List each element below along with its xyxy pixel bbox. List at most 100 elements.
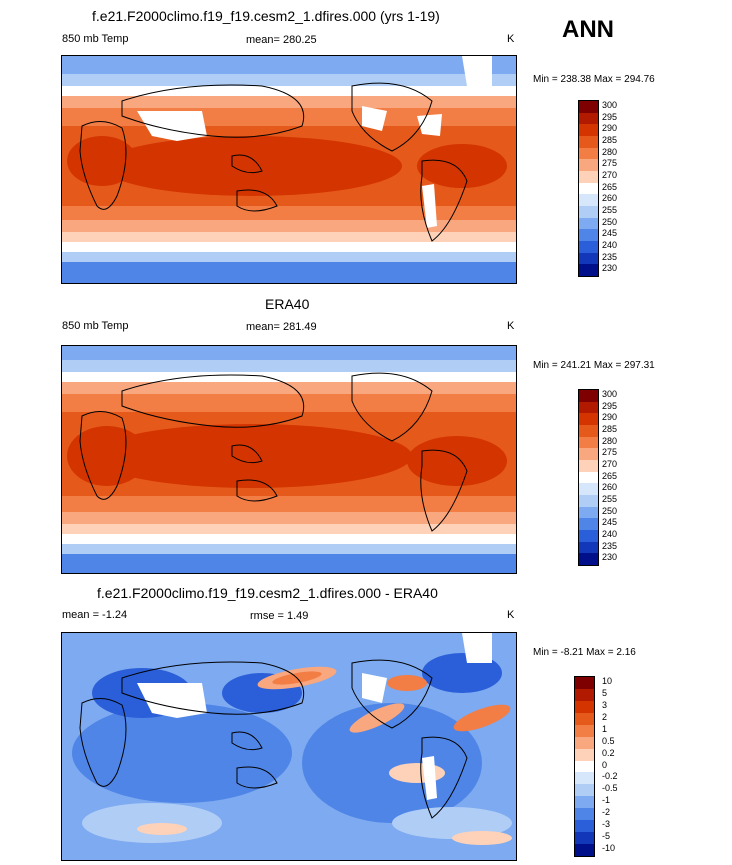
colorbar-swatch xyxy=(575,760,594,773)
panel-units-label: K xyxy=(507,320,515,332)
colorbar-tick-label: 245 xyxy=(602,228,618,239)
colorbar-swatch xyxy=(575,688,594,701)
colorbar-swatch xyxy=(579,436,598,449)
colorbar-tick-label: 235 xyxy=(602,251,618,262)
colorbar-swatch xyxy=(575,748,594,761)
colorbar-tick-label: -1 xyxy=(602,795,611,806)
colorbar-diff-scale xyxy=(574,676,595,857)
panel-units-label: K xyxy=(507,33,515,45)
colorbar-swatch xyxy=(575,796,594,809)
colorbar-tick-label: 0.2 xyxy=(602,747,615,758)
colorbar-tick-label: 230 xyxy=(602,552,618,563)
colorbar-tick-label: 265 xyxy=(602,470,618,481)
panel-mean-label: mean= 280.25 xyxy=(246,34,317,46)
colorbar-swatch xyxy=(579,448,598,461)
colorbar-tick-label: -3 xyxy=(602,819,611,830)
colorbar-swatch xyxy=(579,425,598,437)
colorbar-swatch xyxy=(579,147,598,160)
colorbar-swatch xyxy=(579,401,598,414)
colorbar-swatch xyxy=(579,483,598,496)
colorbar-tick-label: 285 xyxy=(602,134,618,145)
colorbar-swatch xyxy=(579,460,598,472)
panel-title-model: f.e21.F2000climo.f19_f19.cesm2_1.dfires.… xyxy=(92,8,440,24)
colorbar-tick-label: 290 xyxy=(602,123,618,134)
colorbar-tick-label: 285 xyxy=(602,423,618,434)
panel-variable-label: 850 mb Temp xyxy=(62,33,129,45)
colorbar-tick-label: -2 xyxy=(602,807,611,818)
colorbar-tick-label: 270 xyxy=(602,458,618,469)
colorbar-swatch xyxy=(579,206,598,218)
colorbar-swatch xyxy=(575,724,594,737)
panel-title-obs: ERA40 xyxy=(265,296,310,312)
colorbar-tick-label: 255 xyxy=(602,204,618,215)
colorbar-model-scale xyxy=(578,100,599,277)
colorbar-tick-label: 275 xyxy=(602,447,618,458)
colorbar-tick-label: 2 xyxy=(602,711,608,722)
colorbar-swatch xyxy=(575,820,594,833)
colorbar-swatch xyxy=(579,241,598,253)
colorbar-swatch xyxy=(579,194,598,207)
colorbar-swatch xyxy=(575,784,594,797)
colorbar-swatch xyxy=(579,518,598,531)
colorbar-swatch xyxy=(579,124,598,137)
panel-variable-label: 850 mb Temp xyxy=(62,320,129,332)
colorbar-tick-label: 275 xyxy=(602,158,618,169)
map-diff xyxy=(61,632,517,861)
colorbar-tick-label: 260 xyxy=(602,482,618,493)
colorbar-tick-label: 230 xyxy=(602,263,618,274)
colorbar-swatch xyxy=(579,495,598,507)
colorbar-obs-scale xyxy=(578,389,599,566)
colorbar-diff: 10 5 3 2 1 0.5 0.2 0 -0.2 -0.5 -1 -2 -3 -5 -10 xyxy=(574,676,618,857)
colorbar-tick-label: 245 xyxy=(602,517,618,528)
colorbar-swatch xyxy=(579,252,598,265)
colorbar-model: 300 295 290 285 280 275 270 265 260 255 250 245 240 2… xyxy=(578,100,617,277)
colorbar-tick-label: 5 xyxy=(602,687,608,698)
map-model xyxy=(61,55,517,284)
colorbar-swatch xyxy=(575,772,594,785)
colorbar-swatch xyxy=(575,832,594,845)
colorbar-tick-label: 300 xyxy=(602,99,618,110)
colorbar-swatch xyxy=(579,101,598,113)
colorbar-tick-label: -0.5 xyxy=(602,783,618,794)
panel-minmax-label: Min = 238.38 Max = 294.76 xyxy=(533,74,655,85)
colorbar-tick-label: 250 xyxy=(602,216,618,227)
colorbar-swatch xyxy=(575,712,594,725)
colorbar-obs: 300 295 290 285 280 275 270 265 260 255 250 245 240 2… xyxy=(578,389,617,566)
colorbar-tick-label: 300 xyxy=(602,388,618,399)
colorbar-swatch xyxy=(575,844,594,857)
colorbar-tick-label: 1 xyxy=(602,723,608,734)
colorbar-swatch xyxy=(579,264,598,277)
colorbar-tick-label: 290 xyxy=(602,412,618,423)
panel-minmax-label: Min = 241.21 Max = 297.31 xyxy=(533,360,655,371)
colorbar-tick-label: 240 xyxy=(602,528,618,539)
colorbar-tick-label: 265 xyxy=(602,181,618,192)
colorbar-swatch xyxy=(579,390,598,402)
season-label: ANN xyxy=(562,16,614,43)
panel-rmse-label: rmse = 1.49 xyxy=(250,610,309,622)
colorbar-tick-label: 0.5 xyxy=(602,735,615,746)
colorbar-tick-label: 280 xyxy=(602,435,618,446)
colorbar-swatch xyxy=(579,112,598,125)
colorbar-tick-label: -10 xyxy=(602,843,616,854)
colorbar-swatch xyxy=(579,229,598,242)
colorbar-tick-label: 240 xyxy=(602,239,618,250)
colorbar-swatch xyxy=(579,159,598,172)
colorbar-tick-label: 295 xyxy=(602,111,618,122)
colorbar-swatch xyxy=(579,471,598,484)
colorbar-swatch xyxy=(579,217,598,230)
colorbar-swatch xyxy=(575,736,594,749)
colorbar-swatch xyxy=(579,553,598,566)
panel-title-diff: f.e21.F2000climo.f19_f19.cesm2_1.dfires.… xyxy=(97,585,438,601)
colorbar-swatch xyxy=(575,677,594,689)
colorbar-tick-label: 270 xyxy=(602,169,618,180)
colorbar-tick-label: 3 xyxy=(602,699,608,710)
panel-mean-label: mean= 281.49 xyxy=(246,321,317,333)
colorbar-swatch xyxy=(579,530,598,542)
colorbar-swatch xyxy=(579,413,598,426)
colorbar-swatch xyxy=(575,700,594,713)
colorbar-swatch xyxy=(575,808,594,821)
colorbar-tick-label: 250 xyxy=(602,505,618,516)
panel-mean-label: mean = -1.24 xyxy=(62,609,128,621)
colorbar-swatch xyxy=(579,506,598,519)
colorbar-tick-label: -0.2 xyxy=(602,771,618,782)
